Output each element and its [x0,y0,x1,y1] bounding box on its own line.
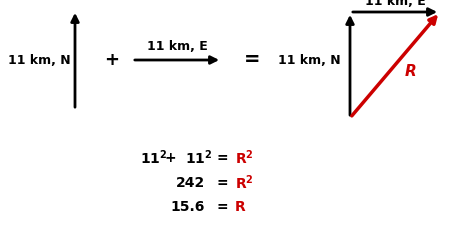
Text: R: R [404,64,416,79]
Text: $\mathbf{R^2}$: $\mathbf{R^2}$ [235,174,253,192]
Text: +: + [104,51,119,69]
Text: 11 km, N: 11 km, N [277,54,340,66]
Text: 11 km, E: 11 km, E [364,0,424,8]
Text: =: = [216,176,227,190]
Text: $\mathbf{11^2}$: $\mathbf{11^2}$ [140,149,167,167]
Text: 11 km, N: 11 km, N [8,54,70,66]
Text: =: = [216,200,227,214]
Text: 242: 242 [175,176,205,190]
Text: =: = [216,151,227,165]
Text: $\mathbf{R^2}$: $\mathbf{R^2}$ [235,149,253,167]
Text: 11 km, E: 11 km, E [146,40,207,54]
Text: =: = [243,50,260,69]
Text: 15.6: 15.6 [170,200,205,214]
Text: $\mathbf{11^2}$: $\mathbf{11^2}$ [184,149,212,167]
Text: +: + [164,151,175,165]
Text: R: R [235,200,245,214]
